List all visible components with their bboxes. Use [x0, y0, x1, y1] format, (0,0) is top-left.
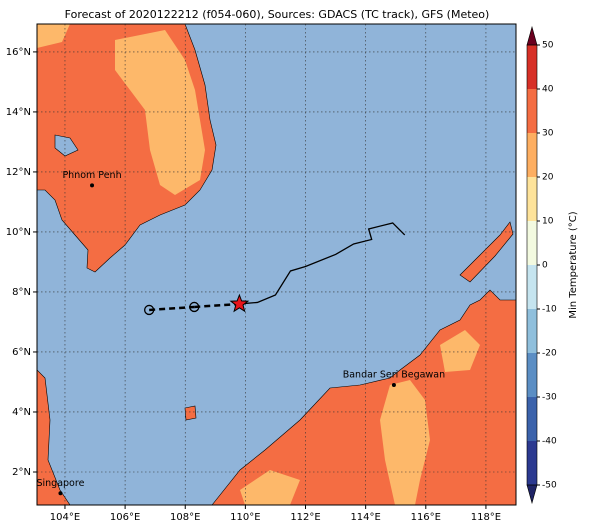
colorbar-tick-label: -20 [542, 349, 557, 359]
city-dot [58, 491, 63, 496]
x-tick-label: 106°E [110, 512, 140, 523]
city-label: Phnom Penh [62, 170, 121, 181]
colorbar-label: Min Temperature (°C) [568, 211, 579, 318]
y-tick-label: 12°N [6, 167, 31, 178]
colorbar-band [527, 89, 537, 133]
tonle-sap [54, 134, 79, 157]
colorbar-band [527, 133, 537, 177]
colorbar-band [527, 441, 537, 485]
city-label: Bandar Seri Begawan [343, 369, 445, 380]
borneo [211, 289, 516, 505]
colorbar-tick-label: 10 [542, 217, 554, 227]
y-tick-label: 4°N [12, 407, 31, 418]
colorbar-band [527, 353, 537, 397]
x-tick-label: 118°E [471, 512, 501, 523]
colorbar-extend-low [526, 484, 538, 505]
y-tick-label: 10°N [6, 227, 31, 238]
x-tick-label: 112°E [290, 512, 320, 523]
y-tick-label: 16°N [6, 47, 31, 58]
colorbar-tick-label: 30 [542, 129, 554, 139]
patch [37, 24, 70, 48]
track: Phnom Penh Bandar Seri Begawan Singapore [36, 170, 445, 496]
palawan [459, 221, 514, 283]
colorbar: -50 -40 -30 -20 -10 0 10 20 30 40 50 [526, 25, 557, 505]
past-track [239, 222, 406, 305]
colorbar-tick-label: 50 [542, 41, 554, 51]
colorbar-tick-label: 0 [542, 261, 548, 271]
city-dot [391, 382, 396, 387]
map-area: Phnom Penh Bandar Seri Begawan Singapore [36, 24, 516, 505]
y-tick-label: 2°N [12, 467, 31, 478]
y-tick-label: 8°N [12, 287, 31, 298]
colorbar-band [527, 309, 537, 353]
colorbar-tick-label: -30 [542, 393, 557, 403]
map-title: Forecast of 2020122212 (f054-060), Sourc… [65, 8, 490, 21]
x-tick-label: 108°E [170, 512, 200, 523]
patch [380, 380, 430, 505]
colorbar-tick-label: 40 [542, 85, 554, 95]
colorbar-band [527, 45, 537, 89]
colorbar-band [527, 177, 537, 221]
y-tick-label: 6°N [12, 347, 31, 358]
forecast-point [144, 304, 155, 316]
grid [37, 24, 516, 505]
x-tick-label: 110°E [230, 512, 260, 523]
current-position [229, 293, 250, 313]
colorbar-tick-label: -50 [542, 481, 557, 491]
patch [115, 30, 205, 195]
patch [240, 470, 300, 505]
x-tick-label: 104°E [50, 512, 80, 523]
island [184, 405, 197, 421]
x-tick-label: 116°E [411, 512, 441, 523]
warm-patches [37, 24, 480, 505]
colorbar-tick-label: 20 [542, 173, 554, 183]
axes: 104°E 106°E 108°E 110°E 112°E 114°E 116°E 118°E… [6, 47, 501, 523]
city-dot [90, 183, 95, 188]
map-frame [36, 23, 517, 506]
colorbar-tick-label: -40 [542, 437, 557, 447]
sumatra [37, 369, 71, 505]
colorbar-tick-label: -10 [542, 305, 557, 315]
patch [440, 330, 480, 372]
colorbar-extend-high [526, 25, 538, 46]
colorbar-band [527, 265, 537, 309]
forecast-track [149, 305, 195, 312]
forecast-point [189, 301, 200, 313]
city-label: Singapore [36, 478, 84, 489]
y-tick-label: 14°N [6, 107, 31, 118]
x-tick-label: 114°E [350, 512, 380, 523]
colorbar-band [527, 221, 537, 265]
colorbar-band [527, 397, 537, 441]
forecast-segment [194, 302, 240, 309]
